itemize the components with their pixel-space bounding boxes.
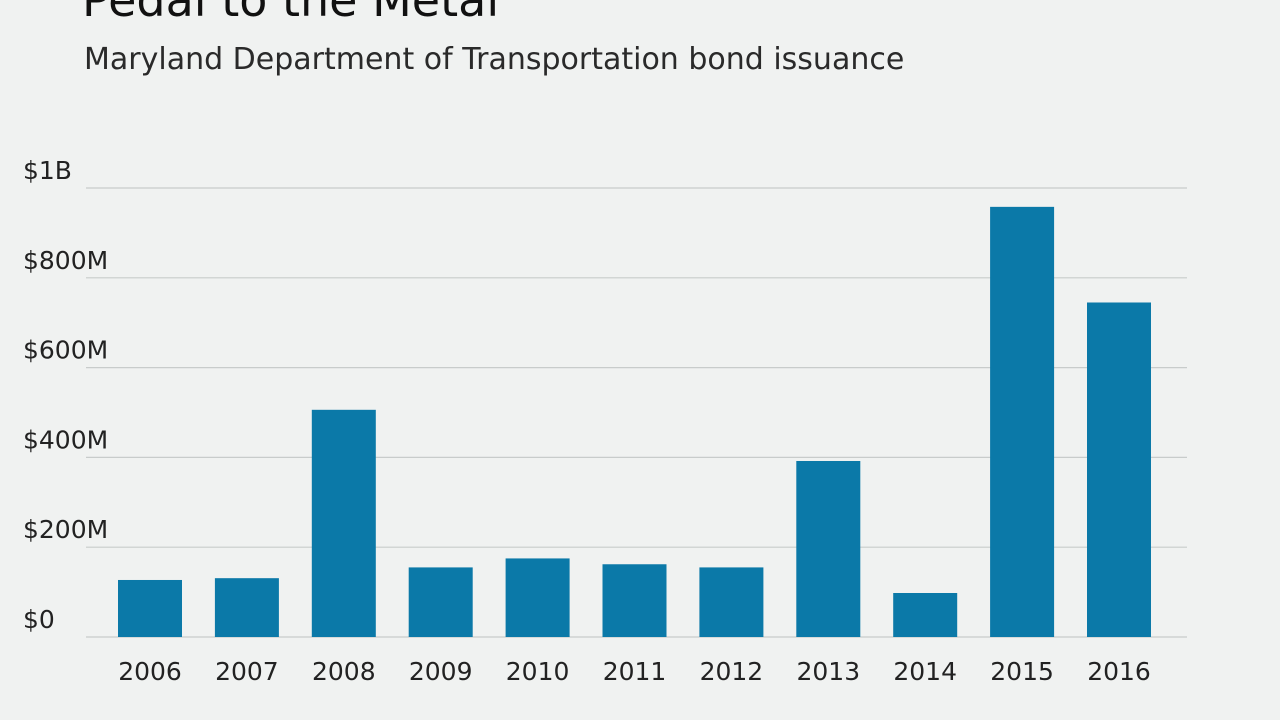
x-tick-label: 2016	[1087, 657, 1151, 686]
y-tick-label: $400M	[23, 425, 108, 454]
x-tick-label: 2006	[118, 657, 182, 686]
bar-2008	[311, 409, 376, 637]
x-tick-label: 2013	[796, 657, 860, 686]
x-tick-label: 2011	[603, 657, 667, 686]
bar-2009	[408, 567, 473, 637]
bar-2016	[1087, 302, 1151, 637]
x-tick-label: 2014	[893, 657, 957, 686]
bar-2006	[118, 579, 182, 637]
bar-2015	[990, 206, 1055, 637]
x-tick-label: 2015	[990, 657, 1054, 686]
x-tick-label: 2009	[409, 657, 473, 686]
x-tick-label: 2007	[215, 657, 279, 686]
y-tick-label: $800M	[23, 246, 108, 275]
y-tick-label: $0	[23, 605, 55, 634]
bar-2010	[505, 558, 570, 637]
y-tick-label: $200M	[23, 515, 108, 544]
x-tick-label: 2010	[506, 657, 570, 686]
x-axis-tick-labels: 2006 2007 2008 2009 2010 2011 2012 2013 2014 2015…	[118, 657, 1151, 686]
bar-2013	[796, 460, 861, 637]
bar-2012	[699, 567, 764, 637]
bar-2014	[893, 592, 958, 637]
chart-title: Pedal to the Metal	[82, 0, 500, 27]
bar-2011	[602, 564, 667, 637]
x-tick-label: 2012	[700, 657, 764, 686]
chart-subtitle: Maryland Department of Transportation bo…	[84, 42, 905, 77]
bars	[118, 206, 1151, 637]
y-tick-label: $600M	[23, 336, 108, 365]
y-axis-tick-labels: $0 $200M $400M $600M $800M $1B	[23, 156, 108, 634]
y-tick-label: $1B	[23, 156, 72, 185]
bar-2007	[214, 578, 279, 637]
x-tick-label: 2008	[312, 657, 376, 686]
